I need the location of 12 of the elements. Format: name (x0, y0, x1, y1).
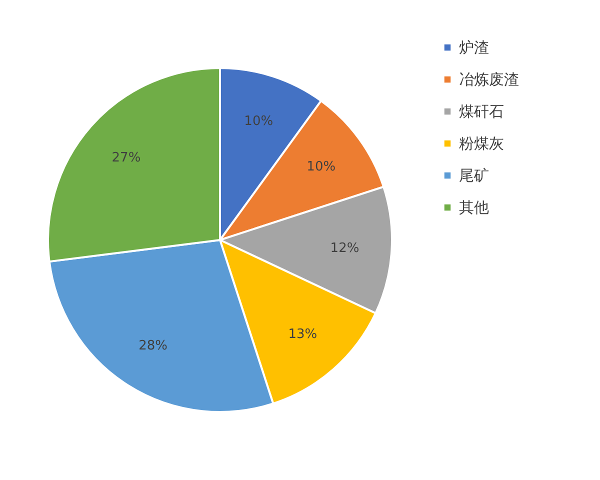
legend-label: 粉煤灰 (459, 134, 504, 152)
data-label: 12% (330, 240, 360, 256)
data-label: 10% (244, 114, 274, 130)
legend-label: 煤矸石 (459, 102, 504, 120)
data-label: 28% (138, 338, 168, 354)
legend-label: 其他 (459, 198, 489, 216)
legend-label: 炉渣 (459, 38, 489, 56)
legend-label: 冶炼废渣 (459, 70, 519, 88)
data-label: 10% (306, 160, 336, 175)
data-label: 13% (288, 326, 318, 342)
data-label: 27% (112, 150, 141, 166)
legend-label: 尾矿 (459, 166, 489, 184)
